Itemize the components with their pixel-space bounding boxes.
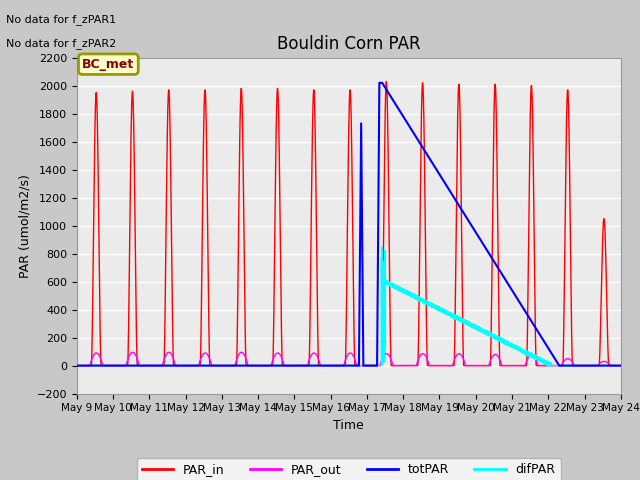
Text: BC_met: BC_met	[82, 58, 134, 71]
Legend: PAR_in, PAR_out, totPAR, difPAR: PAR_in, PAR_out, totPAR, difPAR	[137, 458, 561, 480]
X-axis label: Time: Time	[333, 419, 364, 432]
Text: No data for f_zPAR1: No data for f_zPAR1	[6, 14, 116, 25]
Text: No data for f_zPAR2: No data for f_zPAR2	[6, 38, 116, 49]
Title: Bouldin Corn PAR: Bouldin Corn PAR	[277, 35, 420, 53]
Y-axis label: PAR (umol/m2/s): PAR (umol/m2/s)	[18, 174, 31, 277]
